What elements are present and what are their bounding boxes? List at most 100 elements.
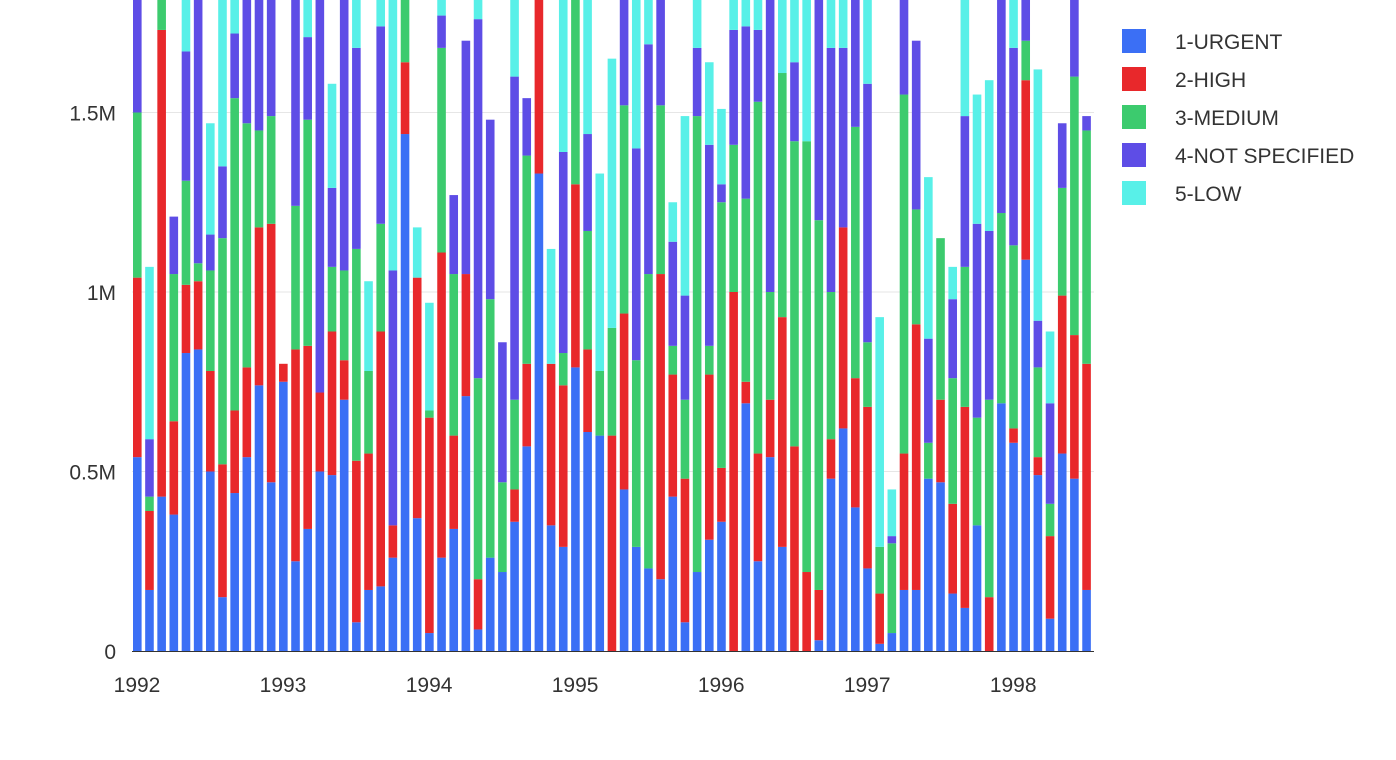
bars — [133, 0, 1091, 652]
bar-segment — [826, 478, 836, 651]
bar-segment — [838, 227, 848, 429]
bar-segment — [704, 539, 714, 651]
x-tick-label: 1993 — [260, 674, 307, 697]
bar-segment — [376, 223, 385, 332]
bar-segment — [266, 0, 276, 117]
bar-segment — [206, 471, 215, 651]
bar-segment — [546, 525, 556, 651]
bar-segment — [960, 406, 970, 608]
bar-segment — [571, 367, 580, 651]
bar-segment — [1021, 0, 1031, 41]
bar-segment — [936, 482, 945, 651]
bar-segment — [887, 543, 897, 634]
bar-segment — [376, 0, 385, 27]
bar-segment — [157, 496, 166, 651]
bar-segment — [473, 19, 483, 379]
bar-segment — [534, 173, 544, 651]
bar-segment — [364, 281, 373, 371]
bar-segment — [899, 589, 909, 651]
bar-segment — [327, 475, 337, 651]
bar-segment — [863, 342, 872, 407]
bar-segment — [680, 116, 690, 296]
bar-segment — [279, 381, 288, 651]
bar-segment — [644, 274, 653, 569]
bar-segment — [656, 0, 665, 106]
axes: 00.5M1M1.5M2M2.5M3M199219931994199519961… — [69, 103, 1094, 697]
bar-segment — [984, 230, 994, 400]
bar-segment — [814, 0, 824, 221]
legend-swatch — [1122, 181, 1146, 205]
bar-segment — [1033, 320, 1043, 368]
bar-segment — [145, 589, 154, 651]
bar-segment — [254, 385, 264, 651]
bar-segment — [607, 327, 617, 436]
bar-segment — [619, 105, 629, 314]
bar-segment — [266, 116, 276, 224]
bar-segment — [1057, 295, 1067, 454]
bar-segment — [558, 385, 568, 547]
bar-segment — [352, 47, 361, 249]
bar-segment — [291, 561, 300, 651]
bar-segment — [826, 439, 836, 479]
bar-segment — [218, 0, 227, 167]
bar-segment — [911, 324, 921, 590]
bar-segment — [899, 94, 909, 454]
bar-segment — [461, 40, 471, 275]
bar-segment — [851, 126, 860, 379]
legend-label: 2-HIGH — [1175, 69, 1246, 92]
bar-segment — [498, 572, 507, 651]
bar-segment — [741, 198, 751, 382]
bar-segment — [1082, 130, 1091, 364]
bar-segment — [875, 546, 884, 594]
bar-segment — [644, 44, 653, 275]
bar-segment — [668, 374, 678, 497]
bar-segment — [522, 446, 532, 651]
bar-segment — [388, 0, 398, 271]
bar-segment — [400, 134, 410, 652]
bar-segment — [595, 435, 605, 651]
bar-segment — [1033, 69, 1043, 321]
bar-segment — [753, 101, 763, 454]
bar-segment — [692, 116, 702, 573]
bar-segment — [169, 421, 179, 515]
bar-segment — [266, 482, 276, 651]
bar-segment — [802, 572, 811, 651]
bar-segment — [826, 0, 836, 48]
bar-segment — [1033, 457, 1043, 476]
bar-segment — [960, 116, 970, 267]
bar-segment — [473, 579, 483, 630]
bar-segment — [765, 0, 775, 292]
bar-segment — [704, 345, 714, 375]
bar-segment — [400, 0, 410, 63]
bar-segment — [254, 227, 264, 386]
bar-segment — [449, 195, 459, 275]
bar-segment — [717, 108, 726, 185]
bar-segment — [376, 586, 385, 651]
bar-segment — [960, 0, 970, 117]
bar-segment — [717, 521, 726, 651]
bar-segment — [911, 40, 921, 210]
bar-segment — [339, 270, 349, 361]
bar-segment — [157, 0, 166, 30]
bar-segment — [668, 241, 678, 346]
bar-segment — [778, 0, 787, 74]
bar-segment — [1009, 245, 1018, 429]
bar-segment — [790, 62, 799, 142]
bar-segment — [193, 0, 203, 264]
x-tick-label: 1997 — [844, 674, 891, 697]
bar-segment — [291, 0, 300, 206]
bar-segment — [583, 134, 592, 231]
bar-segment — [826, 47, 836, 292]
bar-segment — [704, 62, 714, 145]
bar-segment — [327, 187, 337, 267]
bar-segment — [802, 0, 811, 142]
bar-segment — [595, 370, 605, 436]
x-tick-label: 1995 — [552, 674, 599, 697]
bar-segment — [339, 399, 349, 651]
bar-segment — [1070, 0, 1079, 77]
legend-swatch — [1122, 143, 1146, 167]
bar-segment — [753, 453, 763, 562]
bar-segment — [680, 295, 690, 400]
bar-segment — [802, 141, 811, 573]
